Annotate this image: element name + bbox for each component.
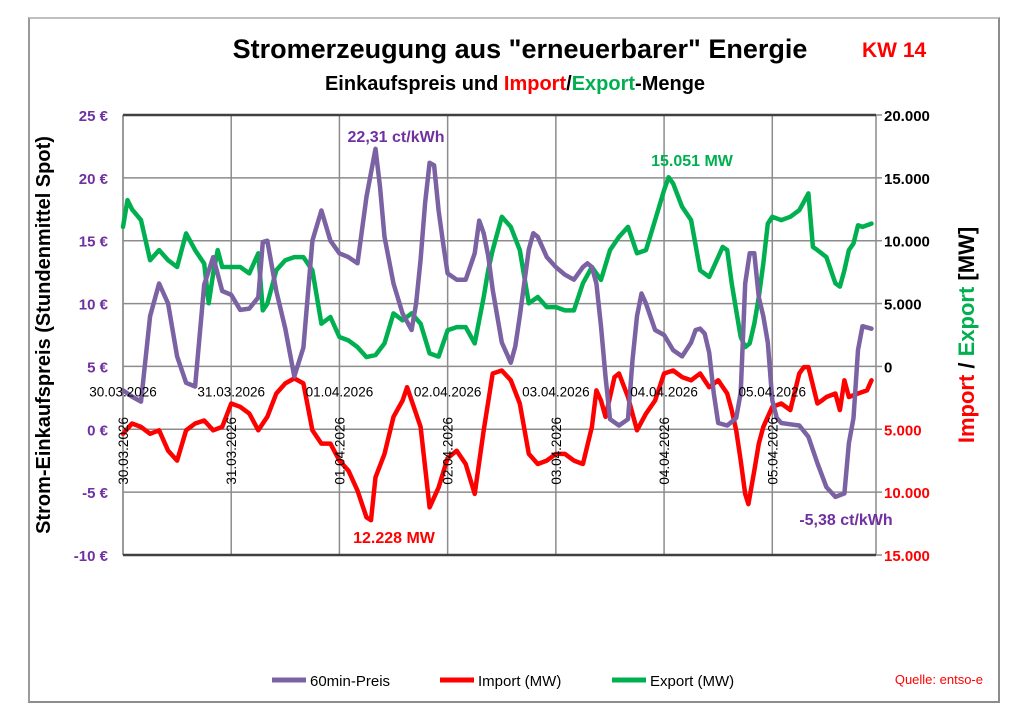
left-tick-label: 25 € [79,108,109,125]
chart-frame [28,17,1000,703]
legend: 60min-Preis Import (MW) Export (MW) [272,673,734,690]
date-label: 01.04.2026 [306,384,374,399]
annotation-import-max: 12.228 MW [353,530,436,547]
subtitle-part: Einkaufspreis und [325,73,504,95]
series-line-import-mw [120,364,874,523]
right-tick-label: 20.000 [884,108,930,125]
series-line-60min-preis [120,146,874,500]
left-tick-label: -5 € [82,485,109,502]
subtitle-part: -Menge [635,73,705,95]
date-label: 02.04.2026 [414,384,482,399]
left-tick-label: 5 € [87,359,109,376]
subtitle-part: Import [504,73,567,95]
date-label-rotated: 02.04.2026 [441,417,456,485]
series-lines [120,146,874,523]
left-axis-title: Strom-Einkaufspreis (Stundenmittel Spot) [33,136,55,534]
subtitle-part: Export [572,73,636,95]
left-tick-label: -10 € [74,548,109,565]
subtitle-part: / [566,73,572,95]
date-label-rotated: 01.04.2026 [332,417,347,485]
left-tick-label: 20 € [79,171,109,188]
left-tick-label: 10 € [79,297,109,314]
week-badge: KW 14 [862,39,927,62]
right-tick-label: 5.000 [884,297,922,314]
right-tick-label: 15.000 [884,171,930,188]
right-tick-label: 0 [884,359,892,376]
date-label: 04.04.2026 [630,384,698,399]
right-tick-label: 10.000 [884,485,930,502]
annotation-price-min: -5,38 ct/kWh [799,512,892,529]
right-axis-title: Import / Export [MW] [954,227,979,443]
legend-label: Import (MW) [478,673,561,690]
source-label: Quelle: entso-e [895,672,983,687]
date-label: 31.03.2026 [197,384,265,399]
right-title-part: [MW] [954,227,979,287]
right-tick-label: 10.000 [884,234,930,251]
date-label-rotated: 04.04.2026 [657,417,672,485]
date-label-rotated: 05.04.2026 [765,417,780,485]
right-title-part: Import [954,374,979,443]
right-tick-label: 5.000 [884,422,922,439]
annotation-export-max: 15.051 MW [651,153,734,170]
date-label: 30.03.2026 [89,384,157,399]
right-title-part: / [954,356,979,374]
date-label-rotated: 03.04.2026 [549,417,564,485]
left-tick-label: 15 € [79,234,109,251]
axes: 25 € 20 € 15 € 10 € 5 € 0 € -5 € -10 € 20.000 15.… [74,108,930,565]
annotation-price-max: 22,31 ct/kWh [348,129,445,146]
date-label: 05.04.2026 [739,384,807,399]
chart-title: Stromerzeugung aus "erneuerbarer" Energi… [233,34,808,64]
date-label-rotated: 30.03.2026 [116,417,131,485]
series-line-export-mw [120,174,874,360]
date-label-rotated: 31.03.2026 [224,417,239,485]
legend-label: Export (MW) [650,673,734,690]
right-title-part: Export [954,286,979,356]
right-tick-label: 15.000 [884,548,930,565]
legend-label: 60min-Preis [310,673,390,690]
date-label: 03.04.2026 [522,384,590,399]
annotations: 22,31 ct/kWh 15.051 MW 12.228 MW -5,38 ct/k… [348,129,893,547]
left-tick-label: 0 € [87,422,109,439]
chart-subtitle: Einkaufspreis und Import/Export-Menge [325,73,705,95]
